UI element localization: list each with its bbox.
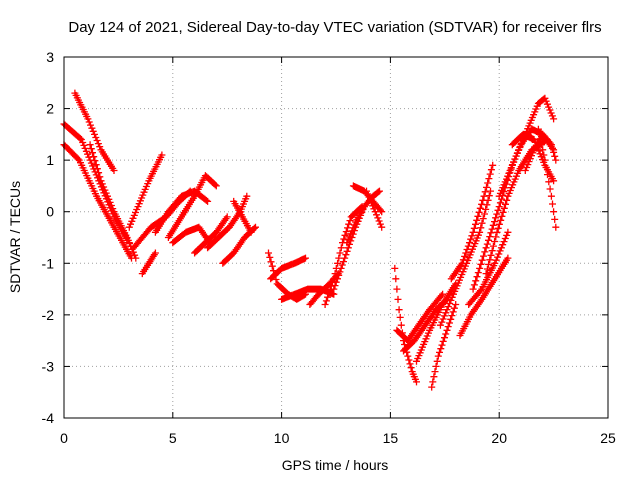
data-point-markers <box>428 301 460 391</box>
data-point-markers <box>465 228 512 308</box>
series-arc-28 <box>428 301 460 391</box>
data-point-markers <box>321 203 366 308</box>
data-point-markers <box>363 187 386 231</box>
series-arc-3 <box>71 89 118 174</box>
series-arc-9 <box>164 172 220 241</box>
y-axis-label: SDTVAR / TECUs <box>7 181 23 293</box>
data-point-markers <box>447 161 497 283</box>
y-tick-label: -3 <box>42 358 55 374</box>
y-tick-label: 0 <box>46 204 54 220</box>
data-point-markers <box>534 125 560 231</box>
data-point-markers <box>267 254 309 283</box>
data-point-markers <box>191 213 231 257</box>
series-arc-4 <box>86 141 140 262</box>
y-tick-label: -1 <box>42 255 55 271</box>
series-arc-32 <box>465 228 512 308</box>
series-arc-30 <box>447 161 497 283</box>
y-tick-label: -4 <box>42 410 55 426</box>
axis-ticks <box>63 56 609 419</box>
y-tick-label: 3 <box>46 49 54 65</box>
x-tick-label: 25 <box>600 430 616 446</box>
series-arc-7 <box>138 249 159 278</box>
series-arc-29 <box>436 187 494 329</box>
chart-title: Day 124 of 2021, Sidereal Day-to-day VTE… <box>68 19 601 36</box>
data-point-markers <box>86 141 140 262</box>
data-point-markers <box>71 89 118 174</box>
plot-frame <box>63 56 609 419</box>
series-arc-10 <box>169 223 214 247</box>
data-point-markers <box>60 141 135 262</box>
x-tick-label: 15 <box>383 430 399 446</box>
series-arc-16 <box>267 254 309 283</box>
data-points <box>60 89 560 391</box>
data-point-markers <box>125 151 166 231</box>
series-arc-11 <box>191 213 231 257</box>
series-arc-23 <box>363 187 386 231</box>
data-point-markers <box>230 197 255 236</box>
series-arc-19 <box>321 203 366 308</box>
data-point-markers <box>469 94 558 293</box>
series-arc-31 <box>456 254 512 339</box>
data-point-markers <box>436 187 494 329</box>
y-tick-label: 2 <box>46 101 54 117</box>
x-tick-label: 20 <box>491 430 507 446</box>
x-tick-label: 0 <box>60 430 68 446</box>
data-point-markers <box>456 254 512 339</box>
series-arc-33 <box>469 94 558 293</box>
series-arc-14 <box>230 197 255 236</box>
series-arc-2 <box>60 141 135 262</box>
x-tick-labels: 0 5 10 15 20 25 <box>60 430 616 446</box>
series-arc-27 <box>413 280 460 365</box>
series-arc-25 <box>393 290 447 345</box>
data-point-markers <box>138 249 159 278</box>
y-tick-labels: -4 -3 -2 -1 0 1 2 3 <box>42 49 55 426</box>
data-point-markers <box>343 187 383 247</box>
data-point-markers <box>413 280 460 365</box>
series-arc-5 <box>125 151 166 231</box>
data-point-markers <box>393 290 447 345</box>
y-tick-label: -2 <box>42 307 55 323</box>
y-tick-label: 1 <box>46 152 54 168</box>
x-tick-label: 5 <box>169 430 177 446</box>
x-axis-label: GPS time / hours <box>282 457 389 473</box>
series-arc-21 <box>343 187 383 247</box>
data-point-markers <box>169 223 214 247</box>
data-point-markers <box>164 172 220 241</box>
series-arc-38 <box>534 125 560 231</box>
x-tick-label: 10 <box>274 430 290 446</box>
